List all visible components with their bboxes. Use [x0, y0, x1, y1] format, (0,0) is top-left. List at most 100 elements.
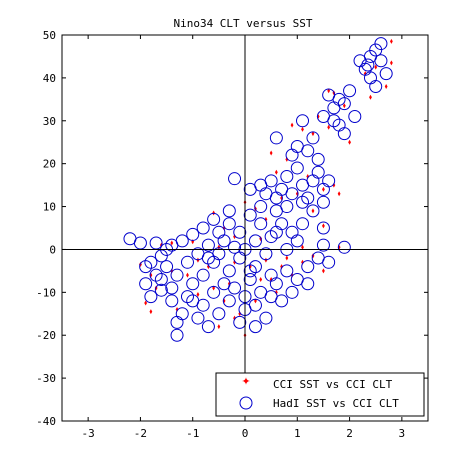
plot-area — [123, 37, 393, 342]
y-tick-label: 0 — [49, 243, 56, 256]
data-point-hadi — [269, 204, 283, 218]
data-point-hadi — [322, 88, 336, 102]
data-point-hadi — [327, 114, 341, 128]
data-point-hadi — [264, 268, 278, 282]
data-point-hadi — [343, 84, 357, 98]
data-point-hadi — [212, 225, 226, 239]
data-points — [123, 37, 393, 342]
data-point-hadi — [144, 290, 158, 304]
data-point-hadi — [361, 58, 375, 72]
legend-circle-marker — [239, 396, 253, 410]
data-point-hadi — [160, 260, 174, 274]
data-point-hadi — [165, 238, 179, 252]
data-point-hadi — [259, 247, 273, 261]
data-point-cci — [217, 324, 221, 330]
data-point-hadi — [139, 277, 153, 291]
data-point-cci — [274, 289, 278, 295]
data-point-hadi — [180, 255, 194, 269]
data-point-hadi — [149, 268, 163, 282]
data-point-hadi — [285, 225, 299, 239]
data-point-hadi — [233, 225, 247, 239]
data-point-hadi — [207, 212, 221, 226]
data-point-hadi — [264, 230, 278, 244]
data-point-hadi — [301, 260, 315, 274]
x-tick-label: -3 — [82, 427, 95, 440]
data-point-cci — [269, 150, 273, 156]
data-point-hadi — [348, 109, 362, 123]
data-point-hadi — [264, 290, 278, 304]
data-point-cci — [322, 223, 325, 229]
data-point-hadi — [254, 200, 268, 214]
legend-label-cci: CCI SST vs CCI CLT — [273, 378, 393, 391]
data-point-cci — [233, 234, 236, 240]
x-tick-label: 0 — [242, 427, 249, 440]
data-point-hadi — [201, 320, 215, 334]
data-point-hadi — [269, 225, 283, 239]
data-point-hadi — [306, 131, 320, 145]
data-point-cci — [348, 139, 351, 145]
data-point-hadi — [316, 182, 330, 196]
data-point-cci — [337, 191, 341, 197]
data-point-hadi — [186, 277, 200, 291]
data-point-hadi — [186, 227, 200, 241]
data-point-hadi — [285, 285, 299, 299]
data-point-cci — [285, 255, 289, 261]
data-point-hadi — [301, 277, 315, 291]
data-point-cci — [311, 208, 315, 214]
data-point-cci — [374, 64, 378, 70]
data-point-hadi — [170, 268, 184, 282]
data-point-hadi — [228, 172, 242, 186]
data-point-cci — [301, 126, 304, 132]
data-point-hadi — [322, 255, 336, 269]
data-point-cci — [322, 268, 325, 274]
data-point-hadi — [259, 311, 273, 325]
legend-dot-marker: ✦ — [241, 375, 250, 388]
data-point-hadi — [296, 195, 310, 209]
data-point-hadi — [243, 208, 257, 222]
data-point-cci — [259, 276, 263, 282]
y-tick-label: 30 — [43, 115, 56, 128]
data-point-cci — [390, 38, 393, 44]
data-point-hadi — [165, 294, 179, 308]
data-point-hadi — [374, 54, 388, 68]
data-point-cci — [301, 259, 304, 265]
data-point-hadi — [170, 328, 184, 342]
legend: ✦ CCI SST vs CCI CLT HadI SST vs CCI CLT — [215, 372, 425, 417]
data-point-cci — [207, 264, 210, 270]
data-point-hadi — [248, 234, 262, 248]
data-point-cci — [390, 60, 393, 66]
x-tick-label: 3 — [399, 427, 406, 440]
y-tick-label: -20 — [36, 329, 56, 342]
data-point-hadi — [285, 187, 299, 201]
y-tick-label: -40 — [36, 415, 56, 428]
data-point-hadi — [311, 152, 325, 166]
data-point-hadi — [254, 217, 268, 231]
data-point-hadi — [296, 217, 310, 231]
data-point-cci — [144, 300, 148, 306]
data-point-hadi — [233, 315, 247, 329]
data-point-hadi — [243, 272, 257, 286]
data-point-hadi — [280, 170, 294, 184]
data-point-hadi — [269, 131, 283, 145]
data-point-cci — [238, 311, 242, 317]
data-point-hadi — [191, 311, 205, 325]
data-point-hadi — [228, 281, 242, 295]
data-point-hadi — [228, 240, 242, 254]
data-point-hadi — [154, 283, 168, 297]
reference-lines — [62, 35, 428, 421]
data-point-cci — [327, 124, 331, 130]
data-point-hadi — [165, 281, 179, 295]
data-point-hadi — [222, 204, 236, 218]
data-point-cci — [322, 186, 325, 192]
data-point-cci — [170, 268, 174, 274]
data-point-hadi — [201, 251, 215, 265]
data-point-hadi — [316, 221, 330, 235]
data-point-cci — [369, 94, 372, 100]
data-point-hadi — [212, 307, 226, 321]
data-point-hadi — [222, 217, 236, 231]
data-point-cci — [149, 309, 153, 315]
data-point-hadi — [154, 272, 168, 286]
legend-box — [215, 372, 425, 417]
data-point-hadi — [369, 79, 383, 93]
